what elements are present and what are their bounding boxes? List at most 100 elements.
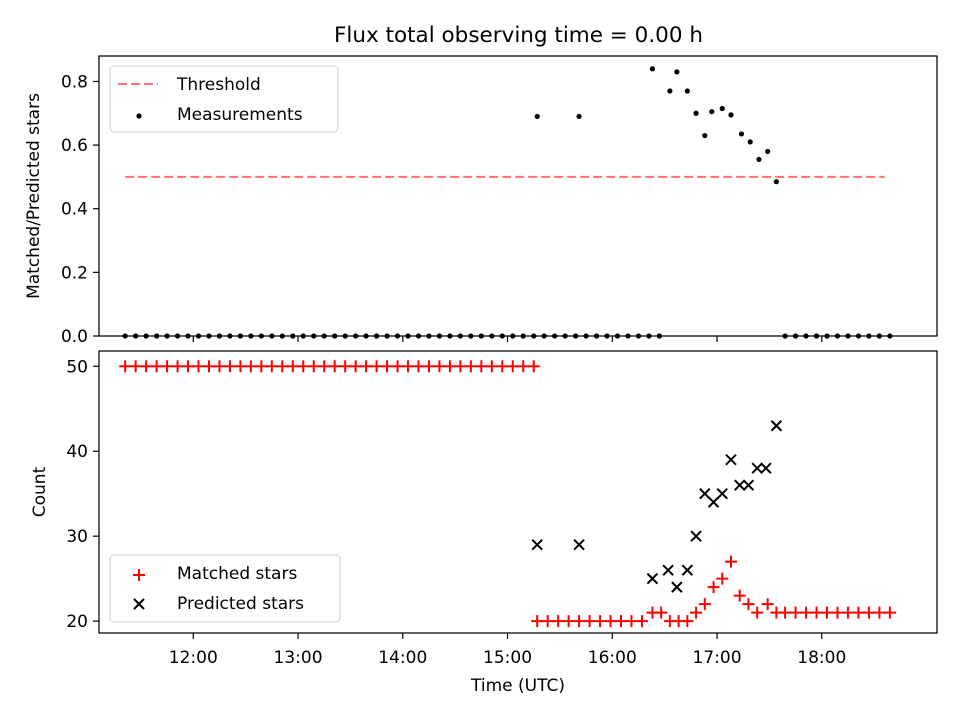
matched-star-point (873, 606, 886, 619)
matched-star-point (475, 360, 488, 373)
matched-star-point (852, 606, 865, 619)
matched-star-point (810, 606, 823, 619)
matched-star-point (443, 360, 456, 373)
top-axes: 0.00.20.40.60.8 Matched/Predicted stars … (24, 55, 938, 347)
bottom-y-tick-label: 50 (66, 357, 88, 377)
matched-star-point (761, 598, 774, 611)
matched-star-point (583, 615, 596, 628)
matched-star-point (707, 581, 720, 594)
predicted-star-point (742, 479, 755, 491)
predicted-stars-series (531, 420, 783, 593)
matched-star-point (496, 360, 509, 373)
matched-star-point (724, 555, 737, 568)
matched-star-point (286, 360, 299, 373)
matched-star-point (276, 360, 289, 373)
matched-star-point (604, 615, 617, 628)
matched-star-point (339, 360, 352, 373)
matched-star-point (150, 360, 163, 373)
matched-star-point (615, 615, 628, 628)
bottom-legend-box (109, 554, 341, 623)
predicted-star-point (573, 538, 585, 551)
matched-star-point (821, 606, 834, 619)
matched-star-point (594, 615, 607, 628)
matched-star-point (562, 615, 575, 628)
matched-star-point (433, 360, 446, 373)
top-y-tick-label: 0.8 (61, 72, 88, 92)
measurement-point (747, 139, 753, 145)
top-y-tick-label: 0.0 (61, 327, 88, 347)
matched-star-point (192, 360, 205, 373)
top-legend: Threshold Measurements (109, 65, 339, 133)
matched-star-point (307, 360, 320, 373)
matched-star-point (883, 606, 896, 619)
matched-star-point (690, 606, 703, 619)
bottom-y-tick-label: 40 (66, 442, 88, 462)
top-y-ticks: 0.0 0.2 0.4 0.6 0.8 (61, 72, 99, 347)
predicted-star-point (646, 572, 659, 585)
predicted-star-point (734, 479, 746, 491)
matched-star-point (635, 615, 648, 628)
x-axis-label: Time (UTC) (470, 676, 565, 696)
matched-star-point (244, 360, 257, 373)
bottom-y-axis-label: Count (30, 466, 50, 517)
matched-star-point (129, 360, 142, 373)
matched-star-point (506, 360, 519, 373)
bottom-y-tick-label: 20 (66, 612, 88, 632)
top-y-tick-label: 0.4 (61, 200, 88, 220)
top-y-axis-label: Matched/Predicted stars (24, 93, 44, 299)
predicted-stars-legend-swatch (133, 598, 145, 610)
matched-star-point (412, 360, 425, 373)
x-tick-label: 18:00 (797, 648, 846, 668)
measurement-point (534, 113, 540, 120)
measurement-point (756, 156, 762, 163)
predicted-star-point (716, 487, 728, 500)
matched-star-point (552, 615, 565, 628)
matched-star-point (541, 615, 554, 628)
matched-star-point (360, 360, 373, 373)
measurement-point (702, 132, 708, 139)
predicted-star-point (681, 564, 694, 576)
legend-label-threshold: Threshold (176, 75, 261, 95)
matched-star-point (370, 360, 383, 373)
chart-title: Flux total observing time = 0.00 h (334, 23, 703, 48)
measurement-point (728, 112, 734, 118)
matched-star-point (391, 360, 404, 373)
bottom-x-ticks: 12:00 13:00 14:00 15:00 16:00 17:00 18:00 (169, 633, 846, 668)
measurement-point (576, 113, 582, 120)
matched-star-point (779, 606, 792, 619)
matched-star-point (742, 598, 755, 611)
matched-star-point (527, 360, 540, 373)
matched-star-point (625, 615, 638, 628)
x-tick-label: 15:00 (483, 648, 532, 668)
matched-stars-legend-swatch (133, 569, 145, 581)
measurement-point (693, 110, 699, 116)
matched-star-point (265, 360, 278, 373)
measurement-point (765, 148, 771, 155)
predicted-star-point (770, 420, 783, 432)
matched-star-point (733, 589, 746, 602)
matched-star-point (485, 360, 498, 373)
predicted-star-point (531, 538, 543, 551)
matched-star-point (716, 572, 729, 585)
measurement-point (684, 88, 690, 94)
matched-star-point (751, 606, 764, 619)
x-tick-label: 13:00 (274, 648, 323, 668)
matched-star-point (255, 360, 268, 373)
matched-star-point (454, 360, 467, 373)
predicted-star-point (760, 462, 772, 474)
x-tick-label: 17:00 (693, 648, 742, 668)
bottom-y-tick-label: 30 (66, 527, 88, 547)
top-x-ticks (192, 336, 823, 342)
bottom-axes-frame (98, 350, 938, 634)
top-legend-box (109, 65, 339, 133)
bottom-y-ticks: 20 30 40 50 (66, 357, 99, 632)
legend-label-predicted-stars: Predicted stars (177, 594, 304, 614)
matched-star-point (161, 360, 174, 373)
legend-label-measurements: Measurements (177, 105, 303, 125)
legend-label-matched-stars: Matched stars (177, 564, 297, 584)
matched-star-point (862, 606, 875, 619)
measurement-point (773, 179, 779, 185)
measurements-legend-swatch (136, 113, 142, 119)
matched-star-point (422, 360, 435, 373)
